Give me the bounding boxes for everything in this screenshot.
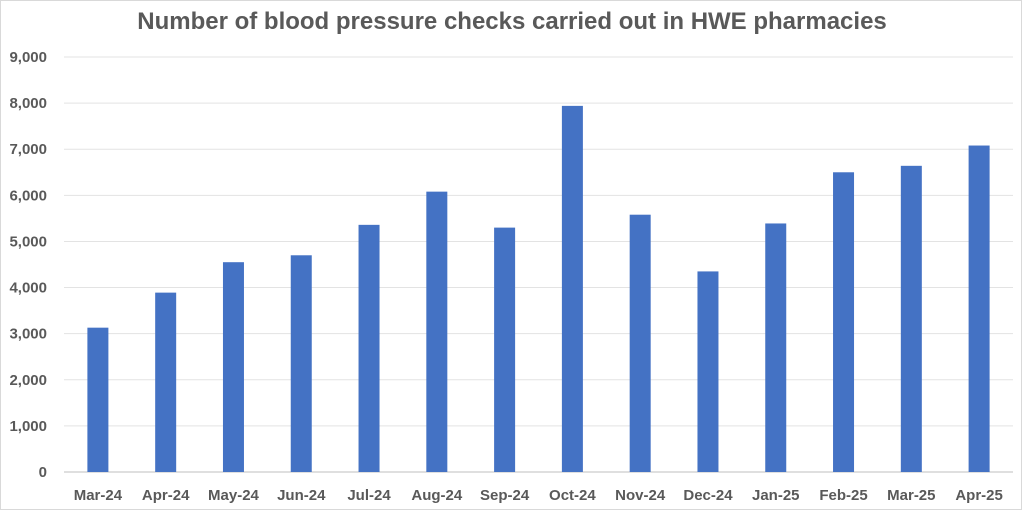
- y-tick-label: 6,000: [9, 187, 47, 204]
- bar: [222, 262, 244, 472]
- x-tick-label: Mar-25: [887, 487, 935, 504]
- y-tick-label: 3,000: [9, 326, 47, 343]
- chart-title: Number of blood pressure checks carried …: [137, 8, 887, 35]
- y-axis: 0 1,000 2,000 3,000 4,000 5,000 6,000 7,000 8,00…: [9, 49, 47, 481]
- bar: [765, 223, 787, 472]
- x-tick-label: Dec-24: [683, 487, 733, 504]
- bar: [968, 145, 990, 473]
- x-axis: Mar-24 Apr-24 May-24 Jun-24 Jul-24 Aug-24 Sep-…: [74, 487, 1003, 504]
- y-tick-label: 8,000: [9, 95, 47, 112]
- x-tick-label: Jun-24: [277, 487, 326, 504]
- bar: [426, 191, 448, 472]
- x-tick-label: May-24: [208, 487, 260, 504]
- x-tick-label: Jan-25: [752, 487, 800, 504]
- x-tick-label: Apr-25: [955, 487, 1003, 504]
- x-tick-label: Mar-24: [74, 487, 123, 504]
- x-tick-label: Oct-24: [549, 487, 596, 504]
- x-tick-label: Aug-24: [411, 487, 462, 504]
- bar: [155, 292, 177, 472]
- gridlines: [64, 56, 1013, 473]
- bar: [494, 227, 516, 472]
- x-tick-label: Nov-24: [615, 487, 666, 504]
- bar: [697, 271, 719, 472]
- y-tick-label: 5,000: [9, 233, 47, 250]
- bars: [87, 105, 990, 473]
- y-tick-label: 1,000: [9, 418, 47, 435]
- bar: [833, 172, 855, 472]
- bar: [290, 255, 312, 472]
- y-tick-label: 2,000: [9, 372, 47, 389]
- y-tick-label: 0: [39, 464, 47, 481]
- y-tick-label: 4,000: [9, 280, 47, 297]
- bar: [87, 327, 109, 472]
- x-tick-label: Jul-24: [347, 487, 391, 504]
- y-tick-label: 9,000: [9, 49, 47, 66]
- x-tick-label: Apr-24: [142, 487, 190, 504]
- x-tick-label: Feb-25: [819, 487, 867, 504]
- y-tick-label: 7,000: [9, 141, 47, 158]
- bar: [629, 214, 651, 472]
- bar: [900, 165, 922, 473]
- bar: [561, 105, 583, 472]
- bar: [358, 224, 380, 472]
- x-tick-label: Sep-24: [480, 487, 530, 504]
